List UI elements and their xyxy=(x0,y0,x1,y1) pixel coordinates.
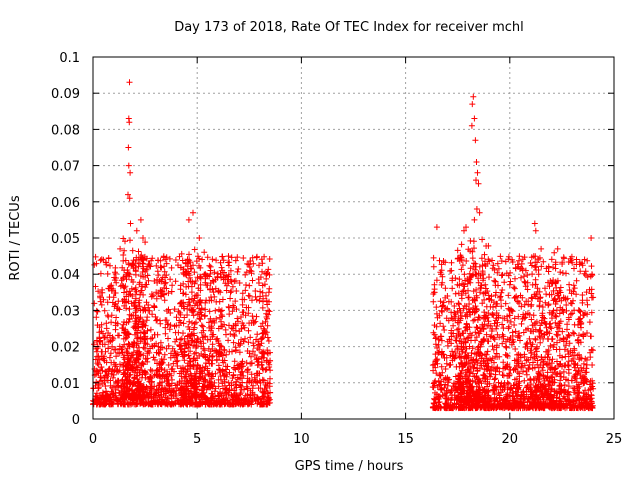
chart-title: Day 173 of 2018, Rate Of TEC Index for r… xyxy=(174,20,524,35)
y-tick-label: 0.02 xyxy=(51,341,80,356)
data-points xyxy=(90,79,597,412)
x-tick-label: 0 xyxy=(89,432,97,447)
grid-lines xyxy=(93,57,614,419)
y-tick-label: 0.01 xyxy=(51,377,80,392)
y-tick-label: 0.04 xyxy=(51,268,80,283)
y-tick-label: 0.07 xyxy=(51,160,80,175)
x-tick-label: 5 xyxy=(193,432,201,447)
y-tick-label: 0.1 xyxy=(59,51,80,66)
y-tick-label: 0.06 xyxy=(51,196,80,211)
axis-ticks xyxy=(92,56,615,420)
y-tick-label: 0 xyxy=(72,413,80,428)
y-tick-label: 0.05 xyxy=(51,232,80,247)
y-tick-label: 0.08 xyxy=(51,123,80,138)
plus-markers xyxy=(90,79,597,412)
tick-labels: 0 0.01 0.02 0.03 0.04 0.05 0.06 0.07 0.08 0.09 0.1… xyxy=(51,51,622,447)
x-axis-title: GPS time / hours xyxy=(295,459,404,474)
x-tick-label: 10 xyxy=(293,432,310,447)
x-tick-label: 15 xyxy=(397,432,414,447)
y-tick-label: 0.09 xyxy=(51,87,80,102)
y-axis-title: ROTI / TECUs xyxy=(8,195,23,280)
x-tick-label: 20 xyxy=(502,432,519,447)
y-tick-label: 0.03 xyxy=(51,304,80,319)
x-tick-label: 25 xyxy=(606,432,623,447)
